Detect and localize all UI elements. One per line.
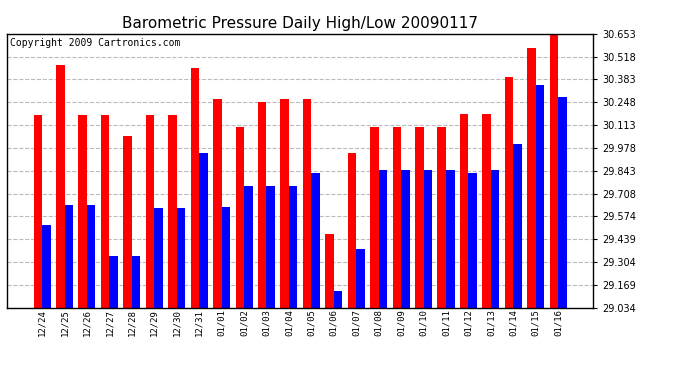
Bar [325,234,334,308]
Bar [437,127,446,308]
Bar [177,209,185,308]
Bar [401,170,410,308]
Bar [482,114,491,308]
Bar [393,127,401,308]
Bar [356,249,365,308]
Bar [280,99,289,308]
Bar [79,116,87,308]
Bar [348,153,356,308]
Bar [101,116,110,308]
Bar [42,225,50,308]
Bar [289,186,297,308]
Bar [415,127,424,308]
Bar [370,127,379,308]
Bar [221,207,230,308]
Bar [235,127,244,308]
Bar [258,102,266,308]
Bar [132,256,140,308]
Bar [334,291,342,308]
Bar [535,85,544,308]
Bar [311,173,320,308]
Bar [460,114,469,308]
Bar [199,153,208,308]
Bar [244,186,253,308]
Bar [446,170,455,308]
Bar [110,256,118,308]
Bar [424,170,432,308]
Bar [155,209,163,308]
Bar [56,65,65,308]
Bar [87,205,95,308]
Bar [558,97,566,308]
Bar [146,116,155,308]
Bar [168,116,177,308]
Bar [505,76,513,308]
Bar [379,170,387,308]
Bar [513,144,522,308]
Text: Copyright 2009 Cartronics.com: Copyright 2009 Cartronics.com [10,38,180,48]
Bar [124,136,132,308]
Bar [266,186,275,308]
Bar [527,48,535,308]
Bar [190,68,199,308]
Bar [65,205,73,308]
Bar [469,173,477,308]
Bar [34,116,42,308]
Title: Barometric Pressure Daily High/Low 20090117: Barometric Pressure Daily High/Low 20090… [122,16,478,31]
Bar [213,99,221,308]
Bar [550,34,558,308]
Bar [303,99,311,308]
Bar [491,170,500,308]
